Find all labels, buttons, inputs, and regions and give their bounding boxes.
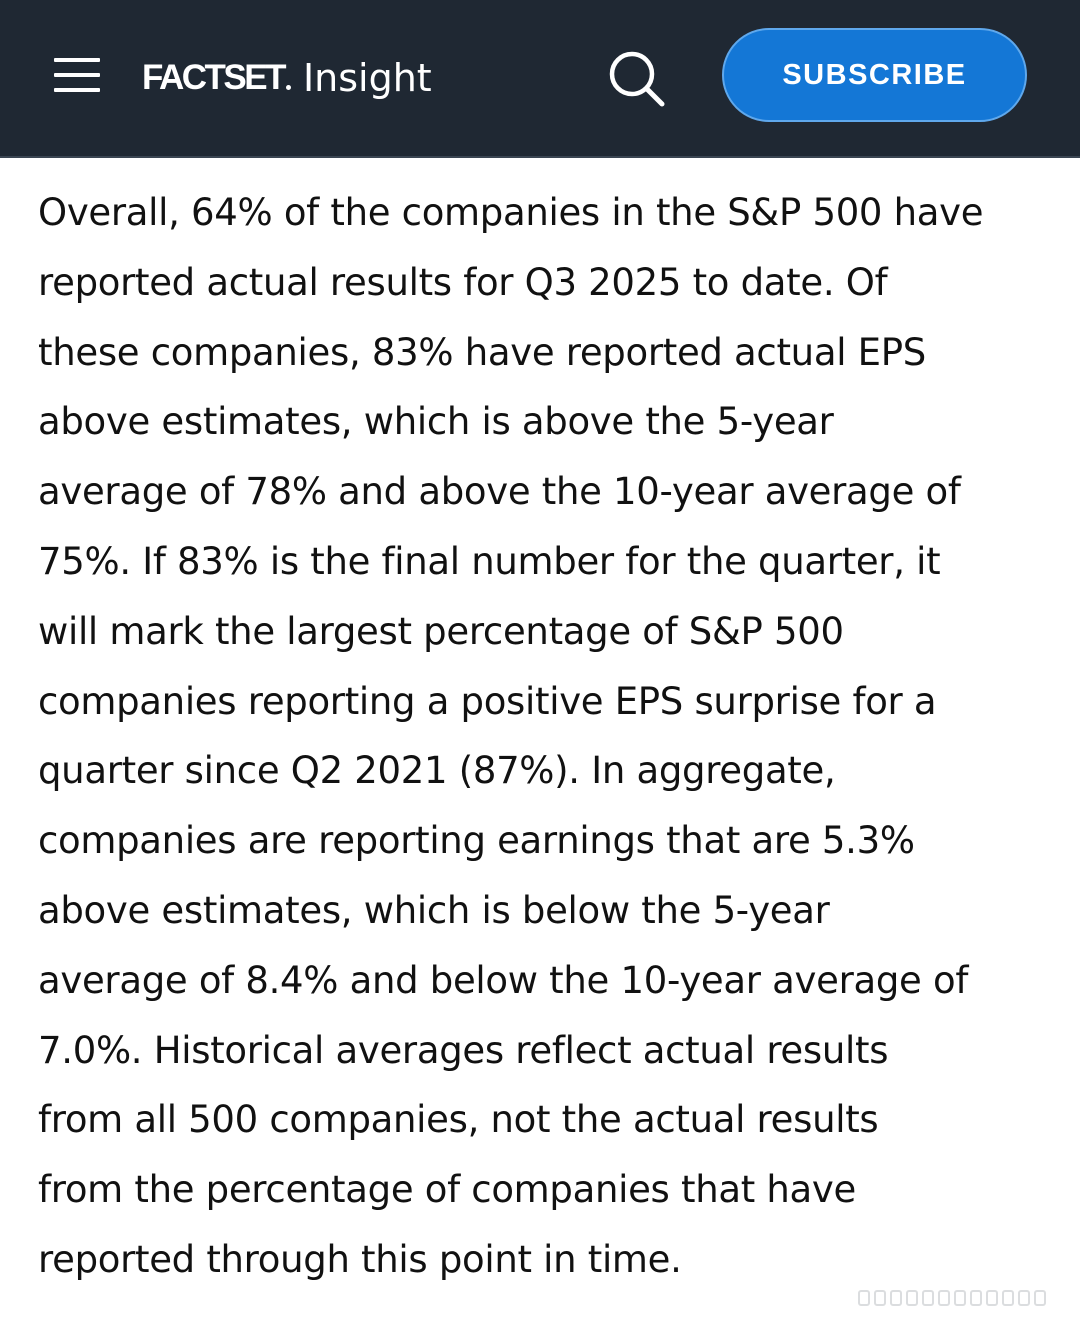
search-button[interactable] — [606, 48, 668, 110]
search-icon — [609, 51, 665, 107]
logo-brand: FACTSET — [142, 58, 286, 97]
article-line: quarter since Q2 2021 (87%). In aggregat… — [38, 749, 836, 793]
article-line: from the percentage of companies that ha… — [38, 1168, 856, 1212]
article-line: reported actual results for Q3 2025 to d… — [38, 260, 888, 304]
article-line: will mark the largest percentage of S&P … — [38, 609, 844, 653]
article-line: reported through this point in time. — [38, 1237, 682, 1281]
article-line: above estimates, which is below the 5-ye… — [38, 888, 830, 932]
article-line: from all 500 companies, not the actual r… — [38, 1098, 879, 1142]
article-line: companies are reporting earnings that ar… — [38, 819, 915, 863]
article-line: 7.0%. Historical averages reflect actual… — [38, 1028, 889, 1072]
article-body: Overall, 64% of the companies in the S&P… — [38, 178, 1068, 1295]
article-line: 75%. If 83% is the final number for the … — [38, 539, 941, 583]
article-line: companies reporting a positive EPS surpr… — [38, 679, 937, 723]
site-header: FACTSET Insight SUBSCRIBE — [0, 0, 1080, 158]
article-line: these companies, 83% have reported actua… — [38, 330, 926, 374]
article-line: above estimates, which is above the 5-ye… — [38, 400, 834, 444]
subscribe-button[interactable]: SUBSCRIBE — [722, 28, 1027, 122]
logo-product: Insight — [302, 56, 432, 100]
article-line: Overall, 64% of the companies in the S&P… — [38, 191, 984, 234]
logo-dot — [285, 85, 291, 90]
watermark-marks — [858, 1290, 1046, 1306]
article-line: average of 8.4% and below the 10-year av… — [38, 958, 969, 1002]
hamburger-menu-icon[interactable] — [54, 56, 100, 94]
factset-insight-logo[interactable]: FACTSET Insight — [142, 50, 432, 106]
article-line: average of 78% and above the 10-year ave… — [38, 470, 961, 514]
